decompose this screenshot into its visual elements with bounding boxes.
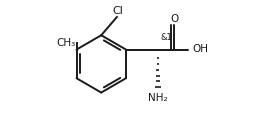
Text: O: O <box>171 14 179 24</box>
Text: CH₃: CH₃ <box>56 38 75 48</box>
Text: Cl: Cl <box>113 6 123 16</box>
Text: OH: OH <box>192 44 208 54</box>
Text: NH₂: NH₂ <box>148 93 168 103</box>
Text: &1: &1 <box>161 33 172 42</box>
